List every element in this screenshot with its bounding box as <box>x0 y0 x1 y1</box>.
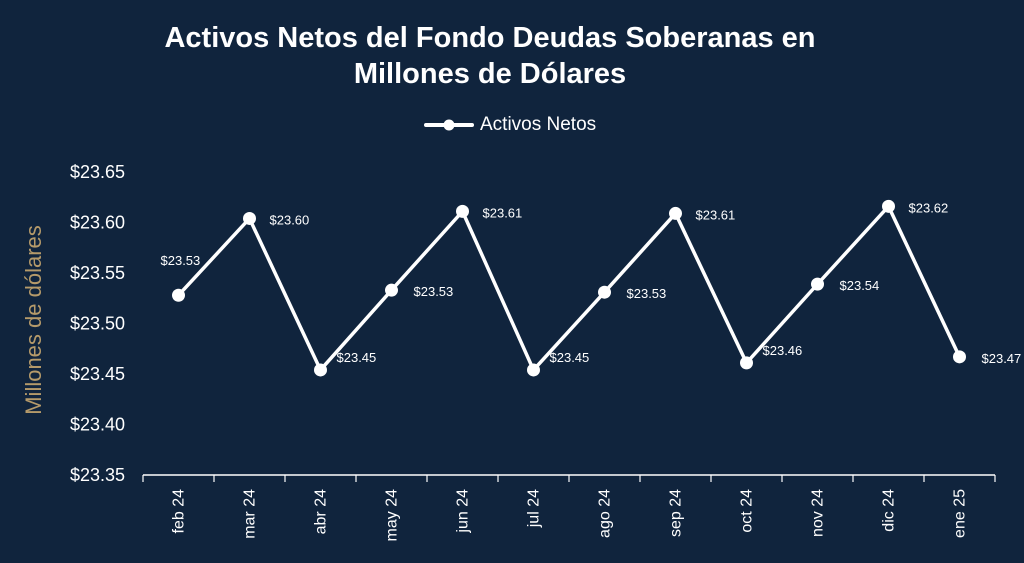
legend-swatch <box>424 119 474 131</box>
series-line <box>177 203 962 374</box>
data-label: $23.54 <box>840 278 880 293</box>
legend: Activos Netos <box>424 114 596 136</box>
data-point <box>314 363 327 377</box>
data-points <box>172 199 966 377</box>
x-tick-label: feb 24 <box>171 489 188 534</box>
y-tick-label: $23.55 <box>70 263 125 283</box>
x-tick-label: ago 24 <box>597 489 614 538</box>
y-tick-label: $23.45 <box>70 364 125 384</box>
y-tick-label: $23.60 <box>70 213 125 233</box>
x-tick-label: abr 24 <box>313 489 330 534</box>
data-label: $23.53 <box>161 253 201 268</box>
x-tick-label: nov 24 <box>810 489 827 537</box>
data-point <box>456 204 469 218</box>
data-label: $23.45 <box>550 350 590 365</box>
data-label: $23.61 <box>483 205 523 220</box>
y-tick-label: $23.50 <box>70 314 125 334</box>
x-tick-label: dic 24 <box>881 489 898 532</box>
data-point <box>172 288 185 302</box>
data-label: $23.53 <box>414 284 454 299</box>
data-point <box>740 356 753 370</box>
data-point <box>882 199 895 213</box>
x-tick-label: sep 24 <box>668 489 685 537</box>
legend-label: Activos Netos <box>480 114 597 135</box>
y-ticks: $23.35 $23.40 $23.45 $23.50 $23.55 $23.60 $23.… <box>70 162 125 485</box>
data-point <box>669 206 682 220</box>
data-label: $23.60 <box>270 212 310 227</box>
data-point <box>527 363 540 377</box>
chart-title: Activos Netos del Fondo Deudas Soberanas… <box>164 22 816 90</box>
data-label: $23.61 <box>696 207 736 222</box>
x-tick-label: oct 24 <box>739 489 756 533</box>
data-label: $23.62 <box>909 200 949 215</box>
x-tick-label: jun 24 <box>455 489 472 534</box>
y-tick-label: $23.65 <box>70 162 125 182</box>
data-label: $23.47 <box>982 351 1022 366</box>
y-tick-label: $23.40 <box>70 415 125 435</box>
data-point <box>811 277 824 291</box>
data-point <box>385 283 398 297</box>
data-label: $23.45 <box>337 350 377 365</box>
x-tick-label: jul 24 <box>526 489 543 528</box>
x-tick-label: ene 25 <box>952 489 969 538</box>
x-tick-label: mar 24 <box>242 489 259 539</box>
data-point <box>953 350 966 364</box>
data-point <box>243 211 256 225</box>
data-point <box>598 285 611 299</box>
y-tick-label: $23.35 <box>70 465 125 485</box>
x-tick-label: may 24 <box>384 489 401 542</box>
data-label: $23.46 <box>763 343 803 358</box>
x-ticks: feb 24 mar 24 abr 24 may 24 jun 24 jul 24 ago … <box>142 475 996 542</box>
data-label: $23.53 <box>627 286 667 301</box>
data-labels: $23.53 $23.60 $23.45 $23.53 $23.61 $23.45 $23.… <box>161 200 1022 365</box>
